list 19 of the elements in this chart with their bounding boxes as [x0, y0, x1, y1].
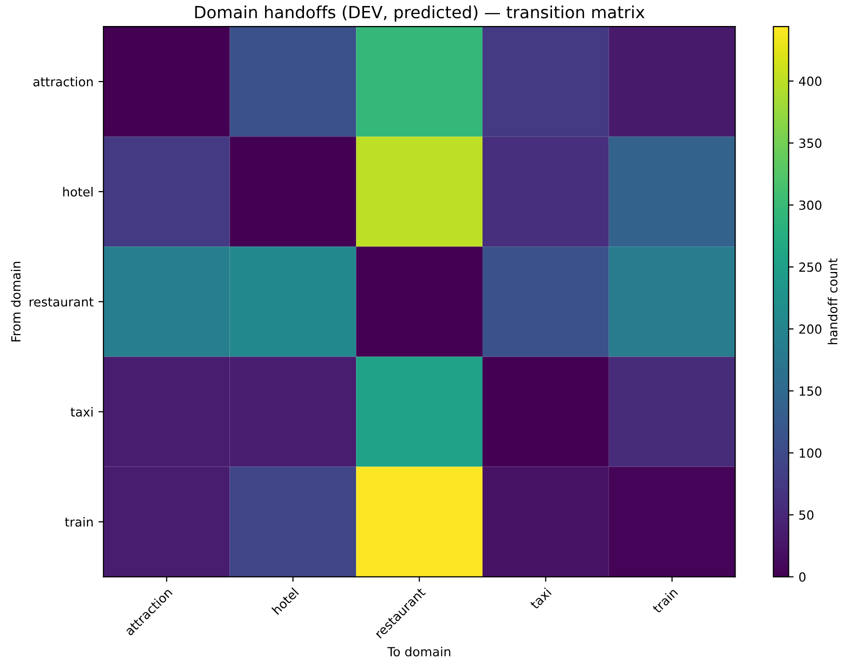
y-tick-label: restaurant	[30, 298, 94, 307]
x-axis-title: To domain	[387, 646, 450, 656]
color-bar-label: 400	[798, 76, 822, 86]
color-bar-label: 350	[799, 138, 822, 148]
y-tick-label: taxi	[70, 406, 93, 417]
chart-title: Domain handoffs (DEV, predicted) — transition matrix	[195, 6, 645, 22]
y-tick-label: attraction	[33, 76, 93, 86]
color-bar-label: 50	[799, 510, 814, 520]
color-bar-label: 0	[799, 572, 806, 582]
y-tick-label: hotel	[63, 186, 93, 197]
color-bar-label: 100	[800, 448, 822, 458]
x-tick-label: taxi	[529, 587, 552, 610]
color-bar-label: 250	[799, 262, 822, 272]
color-bar-label: 300	[799, 200, 822, 210]
color-bar-label: 150	[800, 386, 822, 396]
color-bar-title: handoff count	[828, 258, 838, 344]
y-axis-title: From domain	[10, 262, 21, 342]
y-tick-label: train	[64, 517, 93, 527]
color-bar-label: 200	[799, 324, 822, 334]
